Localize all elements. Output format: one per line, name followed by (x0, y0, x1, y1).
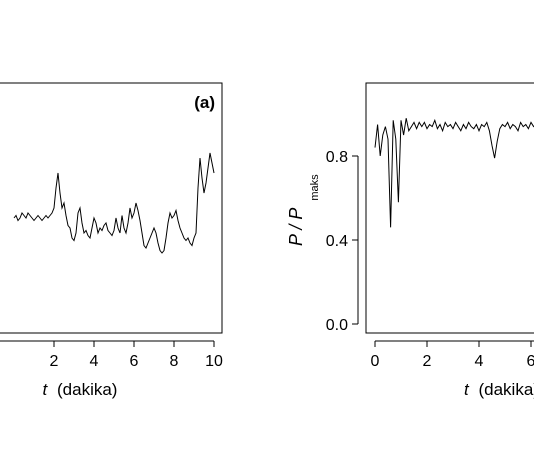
panel-a-x-axis-label: t (dakika) (43, 380, 118, 399)
panel-b: 0.0 0.4 0.8 0 2 4 6 P / P maks t (dakika) (286, 82, 534, 399)
panel-b-y-axis-subscript: maks (309, 174, 321, 201)
panel-a-series-line (13, 152, 215, 254)
panel-a-x-axis-var: t (43, 380, 49, 399)
panel-a-x-tick-label: 2 (50, 353, 59, 370)
panel-b-y-tick-label: 0.0 (326, 317, 348, 334)
panel-b-x-tick-label: 2 (423, 353, 432, 370)
panel-a-label: (a) (194, 93, 215, 112)
panel-b-y-axis-label: P / P maks (286, 174, 321, 246)
panel-a-x-axis-unit: (dakika) (57, 380, 117, 399)
panel-a-x-tick-label: 4 (90, 353, 99, 370)
panel-a-x-axis: 2 4 6 8 10 (0, 340, 223, 370)
panel-a-plot-frame (0, 82, 223, 334)
panel-b-plot-frame (365, 82, 534, 334)
panel-b-x-axis-unit: (dakika) (478, 380, 534, 399)
panel-b-x-axis-var: t (464, 380, 470, 399)
panel-a-x-tick-label: 8 (170, 353, 179, 370)
panel-b-y-tick-label: 0.8 (326, 149, 348, 166)
panel-b-x-tick-label: 4 (475, 353, 484, 370)
panel-b-x-tick-label: 0 (371, 353, 380, 370)
panel-b-x-axis-label: t (dakika) (464, 380, 534, 399)
panel-b-x-tick-label: 6 (527, 353, 534, 370)
panel-b-y-axis-main: P / P (286, 208, 306, 246)
panel-a-x-tick-label: 6 (130, 353, 139, 370)
panel-b-y-tick-label: 0.4 (326, 233, 348, 250)
panel-b-y-axis: 0.0 0.4 0.8 (326, 149, 359, 334)
panel-a-x-tick-label: 10 (205, 353, 223, 370)
panel-b-x-axis: 0 2 4 6 (371, 340, 534, 370)
panel-b-series-line (374, 118, 534, 228)
panel-a: (a) 2 4 6 8 10 t (dakika) (0, 82, 223, 399)
